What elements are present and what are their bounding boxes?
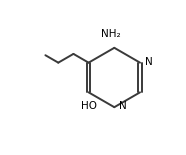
- Text: NH₂: NH₂: [101, 29, 121, 39]
- Text: N: N: [145, 57, 152, 67]
- Text: N: N: [119, 101, 127, 111]
- Text: HO: HO: [81, 102, 97, 111]
